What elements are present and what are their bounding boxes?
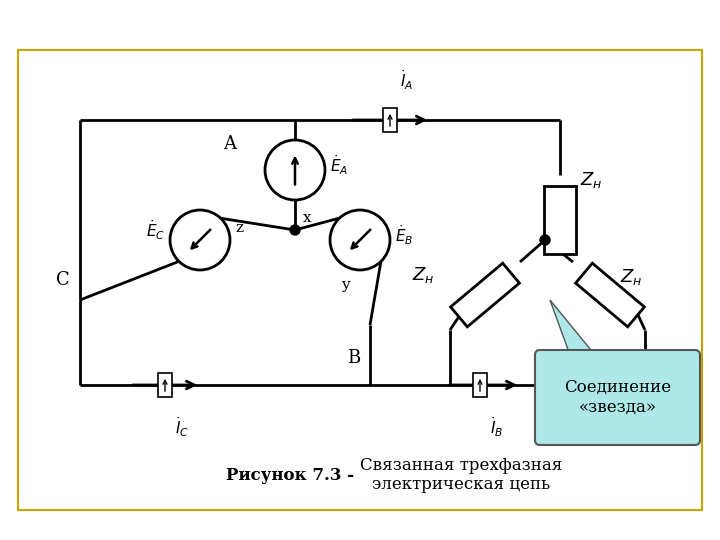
Circle shape xyxy=(290,225,300,235)
Text: Рисунок 7.3 -: Рисунок 7.3 - xyxy=(226,467,360,483)
Text: Связанная трехфазная
электрическая цепь: Связанная трехфазная электрическая цепь xyxy=(360,457,562,494)
Bar xyxy=(473,373,487,397)
Text: x: x xyxy=(303,211,312,225)
Polygon shape xyxy=(575,263,644,327)
Text: C: C xyxy=(56,271,70,289)
Polygon shape xyxy=(451,263,519,327)
Text: $\dot{I}_A$: $\dot{I}_A$ xyxy=(400,69,413,92)
Text: $\dot{I}_C$: $\dot{I}_C$ xyxy=(175,415,189,438)
Text: Соединение
«звезда»: Соединение «звезда» xyxy=(564,379,671,416)
Text: A: A xyxy=(223,135,236,153)
Text: $Z_н$: $Z_н$ xyxy=(620,267,642,287)
Polygon shape xyxy=(550,300,595,355)
Text: $\dot{E}_B$: $\dot{E}_B$ xyxy=(395,223,413,247)
Bar xyxy=(544,186,576,254)
Bar xyxy=(18,50,702,510)
Text: $Z_н$: $Z_н$ xyxy=(580,170,603,190)
Bar xyxy=(158,373,172,397)
FancyBboxPatch shape xyxy=(535,350,700,445)
Text: $\dot{E}_C$: $\dot{E}_C$ xyxy=(146,218,165,242)
Text: y: y xyxy=(341,278,349,292)
Text: $\dot{I}_B$: $\dot{I}_B$ xyxy=(490,415,503,438)
Bar xyxy=(383,108,397,132)
Text: z: z xyxy=(235,221,243,235)
Circle shape xyxy=(540,235,550,245)
Text: B: B xyxy=(347,349,360,367)
Text: $Z_н$: $Z_н$ xyxy=(413,265,435,285)
Text: $\dot{E}_A$: $\dot{E}_A$ xyxy=(330,153,348,177)
